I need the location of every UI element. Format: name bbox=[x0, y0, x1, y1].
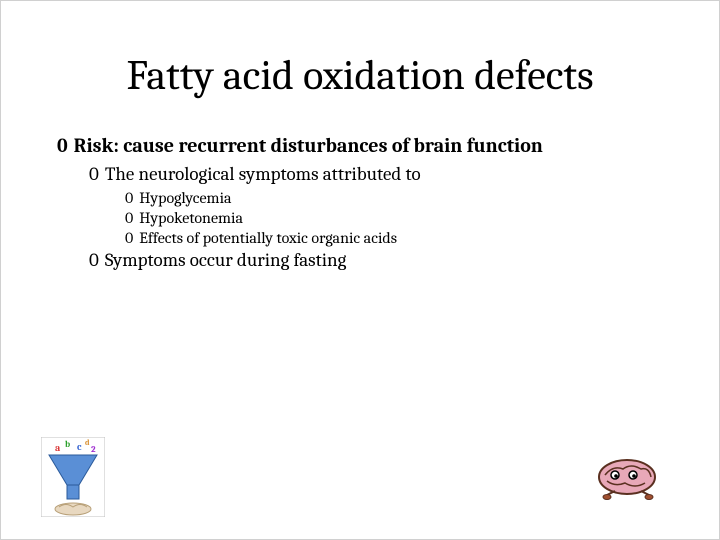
bullet-marker: 0 bbox=[125, 209, 133, 227]
risk-text: Risk: cause recurrent disturbances of br… bbox=[74, 134, 543, 157]
slide-title: Fatty acid oxidation defects bbox=[53, 51, 667, 100]
svg-text:2: 2 bbox=[91, 445, 96, 455]
svg-text:c: c bbox=[77, 441, 82, 453]
bullet-marker: 0 bbox=[125, 229, 133, 247]
sub2-text: Hypoketonemia bbox=[139, 209, 243, 227]
bullet-toxic-acids: 0 Effects of potentially toxic organic ac… bbox=[125, 229, 667, 247]
bullet-risk: 0 Risk: cause recurrent disturbances of b… bbox=[57, 134, 667, 157]
slide-content: Fatty acid oxidation defects 0 Risk: caus… bbox=[1, 1, 719, 539]
svg-text:b: b bbox=[65, 439, 70, 450]
bullet-hypoglycemia: 0 Hypoglycemia bbox=[125, 189, 667, 207]
funnel-illustration-icon: a b c d 2 bbox=[41, 437, 105, 517]
bullet-marker: 0 bbox=[89, 163, 99, 185]
svg-text:d: d bbox=[85, 438, 90, 447]
bullet-neuro: 0 The neurological symptoms attributed to bbox=[89, 163, 667, 185]
sub3-text: Effects of potentially toxic organic aci… bbox=[139, 229, 397, 247]
svg-text:a: a bbox=[55, 442, 61, 454]
symptoms-text: Symptoms occur during fasting bbox=[105, 249, 347, 271]
bullet-marker: 0 bbox=[57, 134, 68, 157]
bullet-symptoms: 0 Symptoms occur during fasting bbox=[89, 249, 667, 271]
sub1-text: Hypoglycemia bbox=[139, 189, 231, 207]
neuro-text: The neurological symptoms attributed to bbox=[105, 163, 421, 185]
bullet-marker: 0 bbox=[89, 249, 99, 271]
bullet-marker: 0 bbox=[125, 189, 133, 207]
brain-illustration-icon bbox=[593, 457, 667, 501]
bullet-hypoketonemia: 0 Hypoketonemia bbox=[125, 209, 667, 227]
